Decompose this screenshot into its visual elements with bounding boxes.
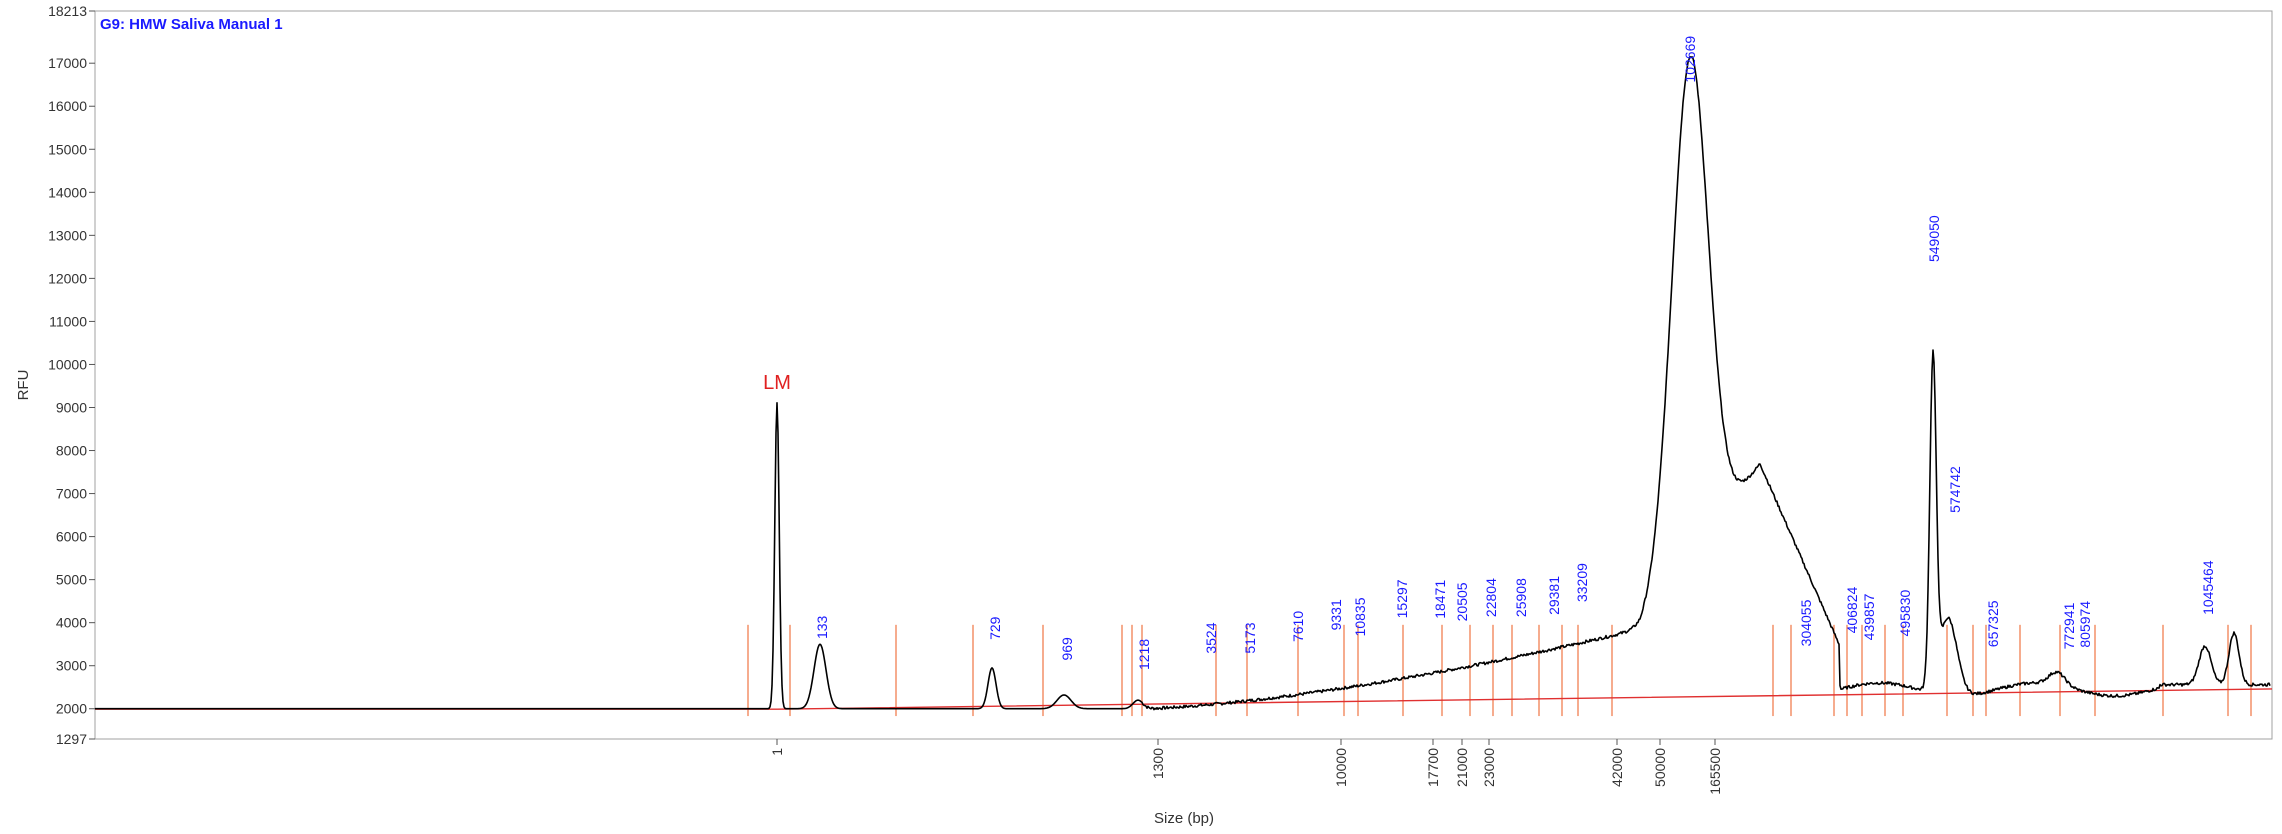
peak-label: 102669 xyxy=(1682,36,1698,83)
peak-label: 1045464 xyxy=(2200,560,2216,615)
y-tick-label: 6000 xyxy=(56,529,87,545)
peak-label: 439857 xyxy=(1861,593,1877,640)
x-tick-label: 21000 xyxy=(1454,748,1470,787)
peak-label: 18471 xyxy=(1432,580,1448,619)
peak-label: 10835 xyxy=(1352,597,1368,636)
peak-label: 495830 xyxy=(1897,590,1913,637)
peak-labels: 133 729 969 1218 3524 5173 7610 9331 10835 15297 1… xyxy=(814,36,2216,670)
y-tick-label: 8000 xyxy=(56,443,87,459)
y-tick-label: 16000 xyxy=(48,98,87,114)
peak-label: 7610 xyxy=(1290,611,1306,642)
x-tick-label: 1 xyxy=(769,748,785,756)
y-tick-label: 18213 xyxy=(48,3,87,19)
rfu-trace xyxy=(95,55,2271,711)
peak-label: 1218 xyxy=(1136,639,1152,670)
peak-label: 3524 xyxy=(1203,622,1219,653)
chart-title: G9: HMW Saliva Manual 1 xyxy=(100,16,283,33)
y-tick-label: 7000 xyxy=(56,486,87,502)
y-tick-label: 11000 xyxy=(49,313,87,329)
y-tick-label: 1297 xyxy=(56,731,87,747)
peak-label: 969 xyxy=(1059,637,1075,661)
y-tick-label: 10000 xyxy=(48,356,87,372)
y-tick-label: 13000 xyxy=(48,227,87,243)
plot-frame xyxy=(94,10,2273,740)
peak-label: 133 xyxy=(814,615,830,639)
y-tick-label: 4000 xyxy=(56,615,87,631)
x-tick-label: 23000 xyxy=(1481,748,1497,787)
x-axis: 1 1300 10000 17700 21000 23000 42000 50000 16550… xyxy=(769,739,1723,795)
peak-label: 304055 xyxy=(1798,599,1814,646)
peak-label: 22804 xyxy=(1483,578,1499,617)
lm-label: LM xyxy=(763,372,791,394)
y-tick-label: 9000 xyxy=(56,399,87,415)
y-tick-label: 3000 xyxy=(56,658,87,674)
x-tick-label: 1300 xyxy=(1150,748,1166,779)
peak-label: 9331 xyxy=(1328,599,1344,630)
y-tick-label: 14000 xyxy=(48,184,87,200)
x-tick-label: 165500 xyxy=(1707,748,1723,795)
y-axis: 1297 2000 3000 4000 5000 6000 7000 8000 9000 1000… xyxy=(48,3,95,747)
x-tick-label: 50000 xyxy=(1652,748,1668,787)
y-tick-label: 5000 xyxy=(56,572,87,588)
peak-label: 805974 xyxy=(2077,601,2093,648)
peak-label: 657325 xyxy=(1985,600,2001,647)
peak-label: 25908 xyxy=(1513,578,1529,617)
y-tick-label: 17000 xyxy=(48,55,87,71)
x-tick-label: 17700 xyxy=(1425,748,1441,787)
peak-label: 5173 xyxy=(1242,622,1258,653)
peak-label: 20505 xyxy=(1454,582,1470,621)
peak-label: 772941 xyxy=(2061,602,2077,649)
y-axis-label: RFU xyxy=(15,370,32,401)
peak-label: 406824 xyxy=(1844,587,1860,634)
x-tick-label: 10000 xyxy=(1333,748,1349,787)
peak-label: 549050 xyxy=(1926,215,1942,262)
y-tick-label: 2000 xyxy=(56,701,87,717)
peak-label: 29381 xyxy=(1546,576,1562,615)
peak-label: 15297 xyxy=(1394,579,1410,618)
peak-label: 574742 xyxy=(1947,466,1963,513)
x-tick-label: 42000 xyxy=(1609,748,1625,787)
y-tick-label: 12000 xyxy=(48,270,87,286)
peak-label: 729 xyxy=(987,616,1003,640)
y-tick-label: 15000 xyxy=(48,141,87,157)
x-axis-label: Size (bp) xyxy=(1154,810,1214,827)
peak-label: 33209 xyxy=(1574,563,1590,602)
